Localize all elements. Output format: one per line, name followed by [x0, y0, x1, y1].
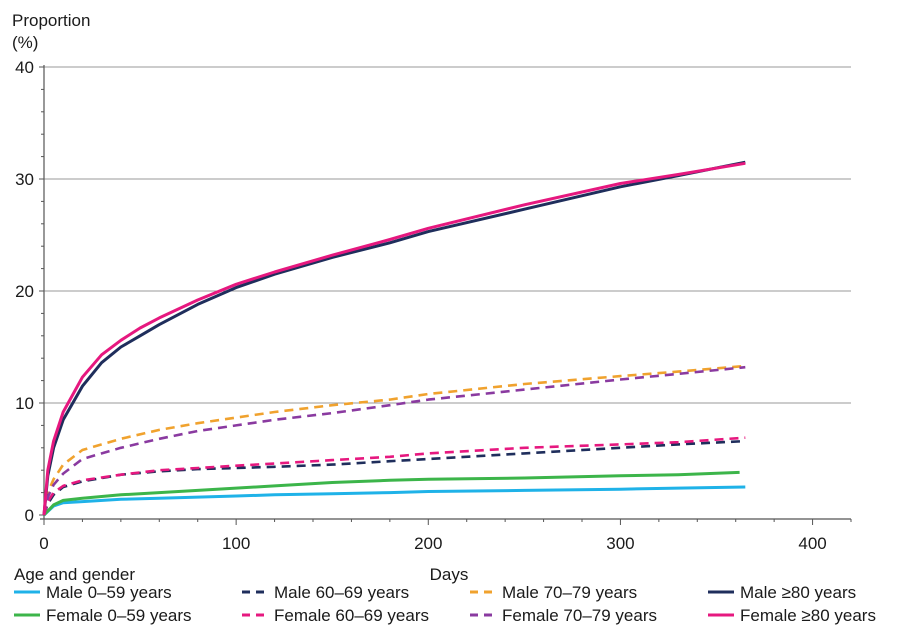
y-axis-label-line1: Proportion — [12, 11, 90, 30]
legend-label-1: Male 0–59 years — [46, 583, 172, 602]
grid-lines — [44, 66, 851, 404]
y-tick-label-0: 0 — [25, 506, 34, 525]
y-axis-label-line2: (%) — [12, 33, 38, 52]
legend-label-4: Male ≥80 years — [740, 583, 856, 602]
y-tick-label-40: 40 — [15, 58, 34, 77]
legend-label-3: Male 70–79 years — [502, 583, 637, 602]
x-tick-label-0: 0 — [39, 534, 48, 553]
x-tick-label-400: 400 — [798, 534, 826, 553]
y-tick-label-10: 10 — [15, 394, 34, 413]
axes — [39, 65, 852, 525]
legend-label-8: Female ≥80 years — [740, 606, 876, 625]
legend-title: Age and gender — [14, 565, 135, 584]
series-line-5 — [42, 470, 740, 517]
y-tick-label-30: 30 — [15, 170, 34, 189]
x-axis-label: Days — [430, 565, 469, 584]
series-lines — [42, 160, 746, 517]
x-tick-labels: 0 100 200 300 400 — [39, 534, 826, 553]
series-line-3 — [42, 364, 746, 516]
series-line-8 — [42, 161, 746, 516]
series-line-2 — [42, 439, 746, 516]
x-tick-label-100: 100 — [222, 534, 250, 553]
x-tick-label-200: 200 — [414, 534, 442, 553]
legend-label-7: Female 70–79 years — [502, 606, 657, 625]
legend: Male 0–59 years Male 60–69 years Male 70–7… — [14, 583, 876, 625]
y-tick-label-20: 20 — [15, 282, 34, 301]
legend-label-5: Female 0–59 years — [46, 606, 192, 625]
legend-label-6: Female 60–69 years — [274, 606, 429, 625]
series-line-1 — [42, 485, 746, 517]
legend-label-2: Male 60–69 years — [274, 583, 409, 602]
series-line-7 — [42, 365, 746, 516]
x-tick-label-300: 300 — [606, 534, 634, 553]
series-line-4 — [42, 160, 746, 516]
series-line-6 — [42, 436, 746, 516]
y-tick-labels: 0 10 20 30 40 — [15, 58, 34, 525]
